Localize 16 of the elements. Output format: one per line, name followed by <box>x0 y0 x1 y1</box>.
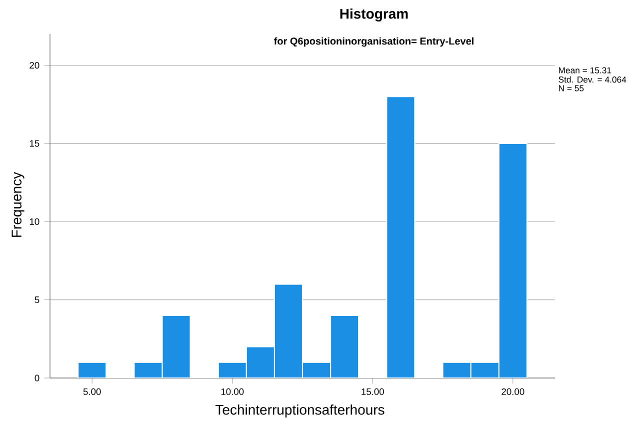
y-tick-label: 15 <box>30 140 40 147</box>
y-tick-label: 0 <box>34 374 40 382</box>
text: Std. Dev. = 4.064 <box>558 76 626 83</box>
x-tick-label: 5.00 <box>83 388 101 395</box>
x-tick-label: 20.00 <box>502 388 524 395</box>
chart-subtitle: for Q6positioninorganisation= Entry-Level <box>274 37 474 47</box>
x-tick-label: 15.00 <box>362 388 384 395</box>
y-tick-label: 20 <box>30 62 40 69</box>
x-axis-title: Techinterruptionsafterhours <box>215 404 384 418</box>
x-tick-label: 10.00 <box>221 388 244 395</box>
chart-title: Histogram <box>340 8 408 22</box>
y-tick-label: 5 <box>34 296 40 304</box>
text: N = 55 <box>558 85 584 92</box>
y-tick-label: 10 <box>30 218 40 225</box>
text: Mean = 15.31 <box>558 67 612 74</box>
y-axis-title: Frequency <box>12 172 24 237</box>
